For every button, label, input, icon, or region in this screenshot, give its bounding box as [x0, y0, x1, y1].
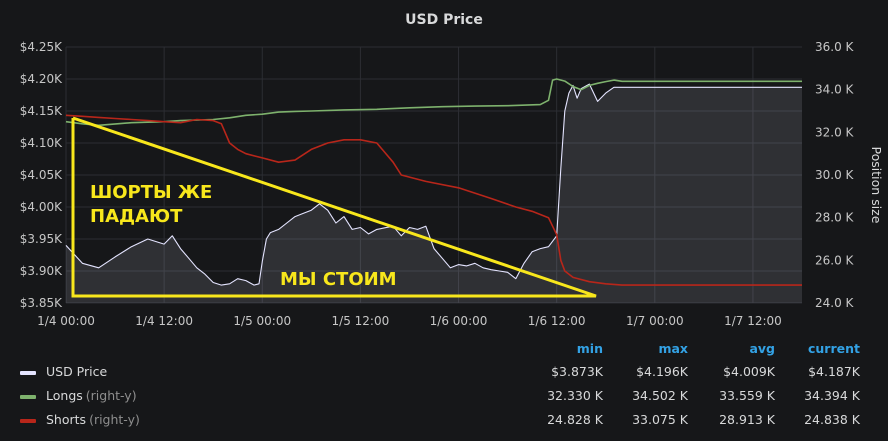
- longs-max: 34.502 K: [632, 388, 688, 403]
- left-tick-label: $4.05K: [20, 168, 63, 182]
- legend-header-current[interactable]: current: [808, 341, 860, 356]
- legend-label-longs[interactable]: Longs: [46, 388, 83, 403]
- longs-avg: 33.559 K: [719, 388, 775, 403]
- left-tick-label: $3.95K: [20, 232, 63, 246]
- legend-header-max[interactable]: max: [658, 341, 688, 356]
- left-tick-label: $4.00K: [20, 200, 63, 214]
- legend-label-shorts[interactable]: Shorts: [46, 412, 87, 427]
- x-tick-label: 1/4 12:00: [135, 314, 193, 328]
- x-tick-label: 1/6 00:00: [430, 314, 488, 328]
- series-line-shorts: [65, 114, 802, 286]
- legend-row-usd[interactable]: USD Price $3.873K $4.196K $4.009K $4.187…: [0, 361, 888, 385]
- series-line-longs: [65, 78, 802, 127]
- annotation-layer: ШОРТЫ ЖЕ ПАДАЮТ МЫ СТОИМ: [71, 116, 597, 298]
- legend-label-usd[interactable]: USD Price: [46, 364, 108, 379]
- right-tick-label: 26.0 K: [815, 253, 855, 267]
- right-tick-label: 30.0 K: [815, 168, 855, 182]
- shorts-avg: 28.913 K: [719, 412, 775, 427]
- series-area-usd-price: [66, 84, 802, 303]
- annotation-text-shorts-line2: ПАДАЮТ: [90, 206, 183, 227]
- right-tick-label: 32.0 K: [815, 125, 855, 139]
- legend-row-shorts[interactable]: Shorts (right-y) 24.828 K 33.075 K 28.913…: [0, 409, 888, 433]
- x-tick-label: 1/4 00:00: [37, 314, 95, 328]
- grid: [65, 46, 802, 304]
- left-tick-label: $3.85K: [20, 296, 63, 310]
- longs-min: 32.330 K: [547, 388, 603, 403]
- chart-title: USD Price: [405, 12, 483, 28]
- right-tick-label: 34.0 K: [815, 83, 855, 97]
- x-tick-label: 1/6 12:00: [528, 314, 586, 328]
- x-tick-label: 1/5 12:00: [332, 314, 390, 328]
- shorts-max: 33.075 K: [632, 412, 688, 427]
- right-axis: 36.0 K 34.0 K 32.0 K 30.0 K 28.0 K 26.0 K 24.0…: [815, 40, 855, 310]
- usd-current: $4.187K: [808, 364, 860, 379]
- left-tick-label: $4.25K: [20, 40, 63, 54]
- legend-header-min[interactable]: min: [576, 341, 603, 356]
- shorts-swatch: [20, 419, 36, 423]
- left-axis: $4.25K $4.20K $4.15K $4.10K $4.05K $4.00K $3.9…: [20, 40, 63, 310]
- right-tick-label: 36.0 K: [815, 40, 855, 54]
- longs-current: 34.394 K: [804, 388, 860, 403]
- x-tick-label: 1/7 00:00: [626, 314, 684, 328]
- shorts-current: 24.838 K: [804, 412, 860, 427]
- shorts-axis-note: (right-y): [89, 412, 140, 427]
- right-tick-label: 24.0 K: [815, 296, 855, 310]
- shorts-min: 24.828 K: [547, 412, 603, 427]
- annotation-text-stand: МЫ СТОИМ: [280, 269, 397, 290]
- x-tick-label: 1/7 12:00: [724, 314, 782, 328]
- usd-avg: $4.009K: [723, 364, 775, 379]
- usd-swatch: [20, 371, 36, 375]
- left-tick-label: $4.15K: [20, 104, 63, 118]
- legend-row-longs[interactable]: Longs (right-y) 32.330 K 34.502 K 33.559 …: [0, 385, 888, 409]
- longs-axis-note: (right-y): [85, 388, 137, 403]
- right-axis-label: Position size: [869, 147, 884, 224]
- legend-header-avg[interactable]: avg: [749, 341, 775, 356]
- annotation-triangle: [71, 116, 597, 298]
- chart-svg[interactable]: $4.25K $4.20K $4.15K $4.10K $4.05K $4.00K $3.9…: [0, 0, 888, 335]
- left-tick-label: $4.20K: [20, 72, 63, 86]
- longs-swatch: [20, 395, 36, 399]
- left-tick-label: $4.10K: [20, 136, 63, 150]
- x-tick-label: 1/5 00:00: [233, 314, 291, 328]
- left-tick-label: $3.90K: [20, 264, 63, 278]
- series-layer: [65, 78, 802, 303]
- x-axis: 1/4 00:00 1/4 12:00 1/5 00:00 1/5 12:00 1/6 …: [37, 314, 782, 328]
- usd-min: $3.873K: [551, 364, 603, 379]
- annotation-text-shorts-line1: ШОРТЫ ЖЕ: [90, 182, 212, 203]
- usd-max: $4.196K: [636, 364, 688, 379]
- right-tick-label: 28.0 K: [815, 211, 855, 225]
